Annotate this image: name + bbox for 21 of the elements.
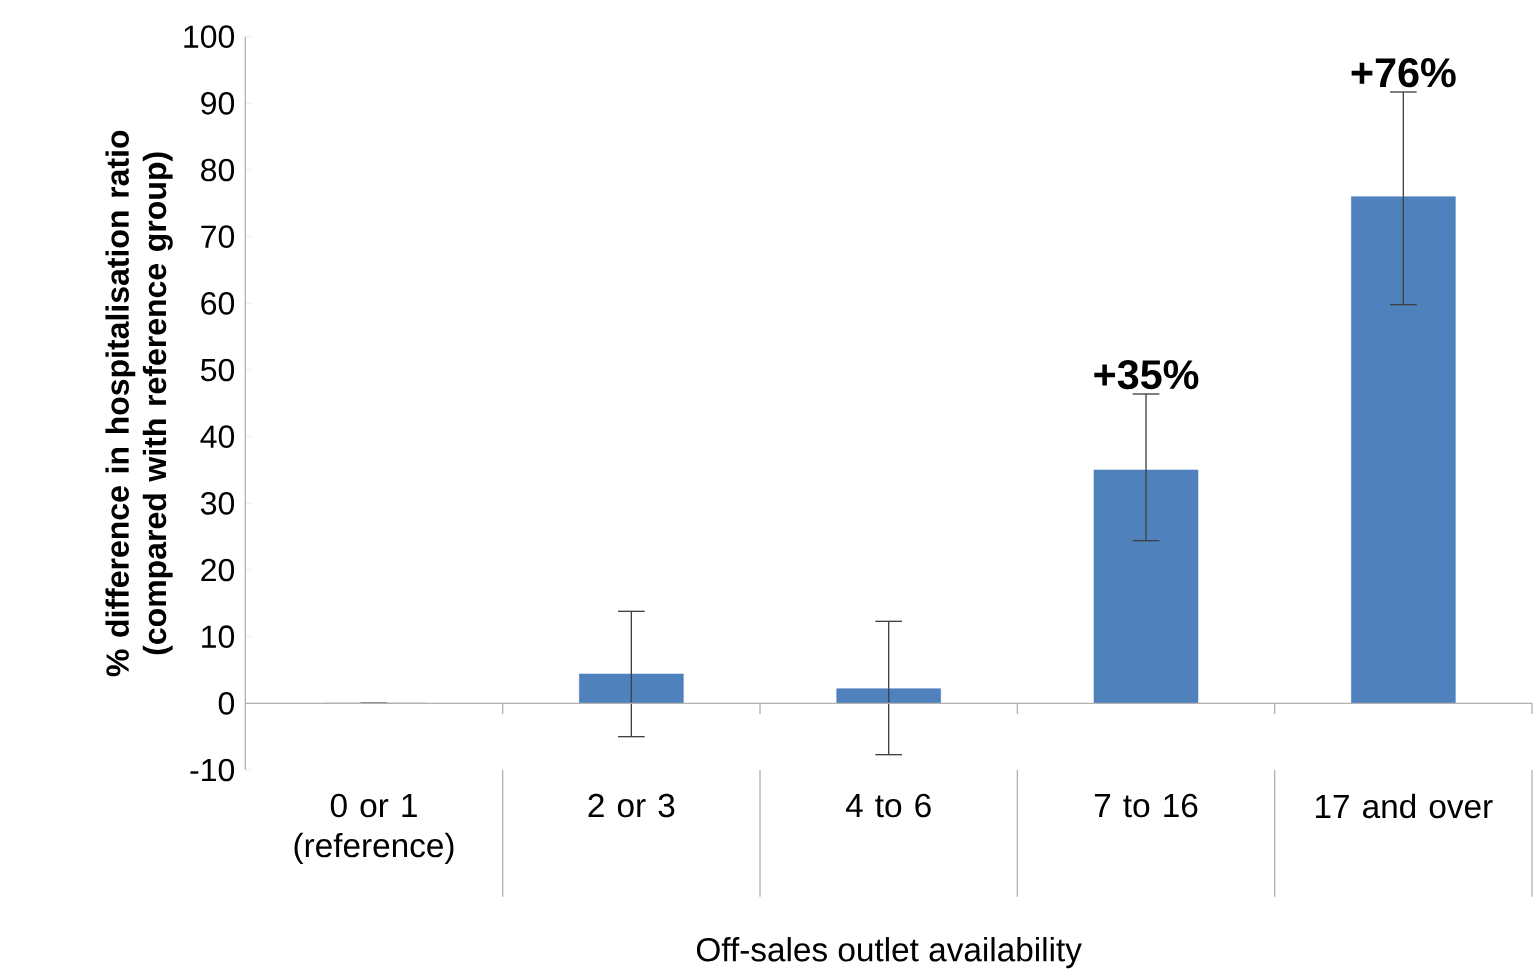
y-axis-title: % difference in hospitalisation ratio (compared with reference group) [105, 130, 173, 677]
y-tick-label: 20 [201, 558, 235, 582]
y-tick-label: 0 [218, 692, 235, 715]
data-label: +35% [1094, 360, 1199, 390]
y-tick-label: 90 [201, 92, 235, 115]
x-tick-label: 0 or 1 (reference) [294, 793, 454, 865]
y-tick-label: -10 [190, 758, 235, 782]
x-tick-label: 17 and over [1316, 793, 1493, 819]
x-tick-label: 4 to 6 [845, 793, 931, 818]
y-tick-label: 30 [200, 492, 235, 515]
y-tick-label: 70 [201, 225, 235, 249]
y-tick-label: 100 [184, 25, 235, 49]
x-tick-label: 7 to 16 [1094, 793, 1198, 818]
y-tick-label: 60 [201, 292, 235, 315]
y-tick-label: 50 [200, 358, 235, 382]
y-tick-label: 80 [201, 158, 235, 182]
x-tick-label: 2 or 3 [588, 793, 675, 818]
x-axis-title: Off-sales outlet availability [696, 937, 1082, 969]
y-tick-label: 10 [202, 625, 235, 649]
y-tick-label: 40 [200, 425, 235, 449]
data-label: +76% [1351, 58, 1456, 88]
